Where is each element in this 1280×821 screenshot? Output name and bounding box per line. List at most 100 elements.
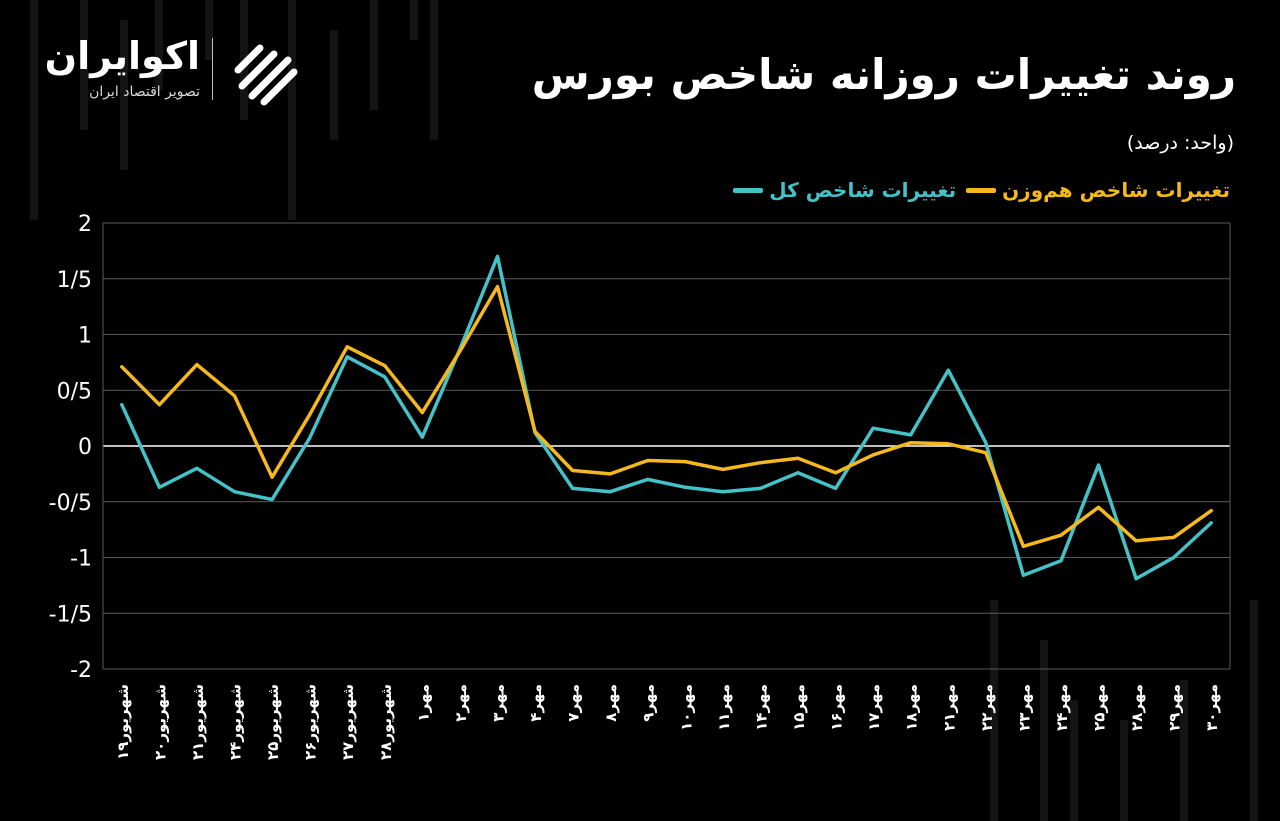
y-tick-label: 1: [78, 324, 92, 349]
y-tick-label: -1/5: [49, 602, 92, 627]
data-point-equal-weight-index: [533, 430, 537, 434]
background-bar: [155, 0, 163, 90]
x-tick-label: مهر۲۹: [1166, 684, 1184, 731]
data-point-total-index: [420, 435, 424, 439]
x-tick-label: مهر۴: [527, 684, 545, 722]
data-point-equal-weight-index: [984, 451, 988, 455]
y-tick-label: -0/5: [49, 491, 92, 516]
legend-label-total-index: تغییرات شاخص کل: [769, 178, 957, 202]
background-bar: [120, 20, 128, 170]
data-point-equal-weight-index: [345, 345, 349, 349]
data-point-equal-weight-index: [232, 394, 236, 398]
brand-tagline: تصویر اقتصاد ایران: [89, 84, 200, 100]
y-tick-label: 1/5: [57, 268, 92, 293]
x-tick-label: مهر۱۴: [752, 684, 770, 731]
data-point-equal-weight-index: [758, 461, 762, 465]
data-point-total-index: [571, 486, 575, 490]
series-line-total-index: [120, 254, 1213, 581]
background-bar: [990, 600, 998, 821]
x-tick-label: شهریور۲۰: [151, 684, 169, 760]
data-point-equal-weight-index: [383, 364, 387, 368]
data-point-total-index: [871, 426, 875, 430]
data-point-total-index: [383, 375, 387, 379]
data-point-total-index: [1097, 463, 1101, 467]
data-point-total-index: [308, 436, 312, 440]
data-point-total-index: [646, 477, 650, 481]
data-point-total-index: [1172, 556, 1176, 559]
data-point-total-index: [1021, 573, 1025, 577]
chart-legend: تغییرات شاخص کل تغییرات شاخص هم‌وزن: [733, 178, 1230, 202]
x-tick-label: شهریور۲۷: [339, 684, 357, 760]
x-tick-label: مهر۳: [489, 684, 507, 722]
x-tick-label: مهر۱۷: [865, 684, 883, 731]
data-point-total-index: [232, 490, 236, 494]
y-tick-label: 0/5: [57, 379, 92, 404]
legend-label-equal-weight-index: تغییرات شاخص هم‌وزن: [1002, 178, 1230, 202]
chart-title: روند تغییرات روزانه شاخص بورس: [531, 50, 1236, 99]
data-point-equal-weight-index: [120, 365, 124, 369]
x-tick-label: مهر۱۸: [903, 684, 921, 731]
brand-block: اکوایران تصویر اقتصاد ایران: [44, 30, 314, 110]
data-point-total-index: [495, 254, 499, 258]
x-tick-label: مهر۱۱: [715, 684, 733, 731]
background-bar: [205, 0, 213, 60]
background-bar: [288, 0, 296, 220]
data-point-equal-weight-index: [796, 456, 800, 460]
legend-item-total-index: تغییرات شاخص کل: [733, 178, 956, 202]
data-point-total-index: [834, 486, 838, 490]
data-point-equal-weight-index: [1059, 533, 1063, 537]
x-tick-label: شهریور۲۱: [189, 684, 207, 760]
data-point-equal-weight-index: [646, 458, 650, 462]
background-bar: [1040, 640, 1048, 821]
x-tick-label: شهریور۲۴: [226, 684, 244, 760]
background-bar: [430, 0, 438, 140]
legend-swatch-equal-weight-index: [966, 187, 997, 193]
x-tick-label: مهر۲۲: [978, 684, 996, 731]
legend-item-equal-weight-index: تغییرات شاخص هم‌وزن: [966, 178, 1230, 202]
data-point-total-index: [758, 486, 762, 490]
data-point-equal-weight-index: [420, 411, 424, 415]
x-tick-label: شهریور۲۶: [302, 684, 320, 760]
background-bar: [370, 0, 378, 110]
data-point-equal-weight-index: [458, 349, 462, 353]
data-point-equal-weight-index: [721, 467, 725, 471]
data-point-equal-weight-index: [495, 285, 499, 289]
x-tick-label: شهریور۱۹: [114, 684, 132, 760]
brand-name: اکوایران: [44, 34, 200, 78]
data-point-equal-weight-index: [1021, 544, 1025, 548]
x-tick-label: مهر۱۵: [790, 684, 808, 731]
y-tick-label: -1: [70, 547, 92, 572]
data-point-total-index: [1059, 559, 1063, 563]
data-point-equal-weight-index: [157, 403, 161, 407]
background-bar: [1180, 680, 1188, 821]
series-line-equal-weight-index: [120, 284, 1213, 549]
background-bar: [1120, 720, 1128, 821]
data-point-equal-weight-index: [1209, 509, 1213, 513]
data-point-equal-weight-index: [308, 413, 312, 417]
legend-swatch-total-index: [733, 187, 764, 193]
x-tick-label: مهر۷: [565, 684, 583, 722]
data-point-equal-weight-index: [195, 363, 199, 367]
data-point-total-index: [683, 485, 687, 489]
data-point-equal-weight-index: [1134, 539, 1138, 543]
data-point-total-index: [1209, 521, 1213, 525]
background-bar: [1070, 700, 1078, 821]
data-point-equal-weight-index: [834, 471, 838, 475]
data-point-equal-weight-index: [683, 460, 687, 464]
ecoiran-logo-icon: [234, 44, 298, 106]
y-tick-label: -2: [70, 658, 92, 683]
background-bar: [330, 30, 338, 140]
data-point-total-index: [608, 490, 612, 494]
x-tick-label: مهر۲: [452, 684, 470, 722]
data-point-equal-weight-index: [1172, 535, 1176, 539]
data-point-total-index: [721, 490, 725, 494]
data-point-total-index: [984, 441, 988, 445]
data-point-equal-weight-index: [946, 442, 950, 446]
y-tick-label: 0: [78, 435, 92, 460]
data-point-total-index: [796, 471, 800, 475]
data-point-total-index: [120, 403, 124, 407]
x-tick-label: مهر۹: [640, 684, 658, 722]
data-point-total-index: [157, 485, 161, 489]
data-point-total-index: [345, 355, 349, 359]
